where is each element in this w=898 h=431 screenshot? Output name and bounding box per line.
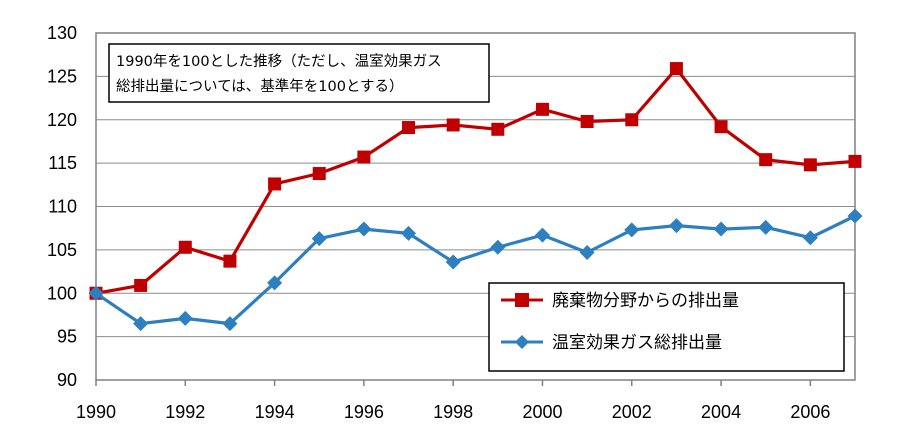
x-tick-label: 1994: [255, 402, 295, 422]
legend-frame: [488, 282, 845, 372]
data-point-ghg: [445, 254, 461, 270]
series-ghg: [88, 208, 863, 332]
data-point-waste: [446, 118, 460, 132]
series-line-waste: [95, 66, 856, 295]
annotation-frame: [108, 43, 490, 103]
data-point-ghg: [847, 208, 863, 224]
data-point-ghg: [177, 310, 193, 326]
x-tick-label: 1992: [165, 402, 205, 422]
legend-label-ghg: 温室効果ガス総排出量: [552, 333, 722, 353]
x-tick-label: 1990: [76, 402, 116, 422]
data-point-waste: [759, 153, 773, 167]
y-tick-label: 125: [47, 66, 77, 86]
legend: 廃棄物分野からの排出量 温室効果ガス総排出量: [488, 282, 845, 372]
data-point-ghg: [490, 239, 506, 255]
annotation-line-1: 1990年を100とした推移（ただし、温室効果ガス: [116, 53, 442, 70]
x-tick-label: 2000: [522, 402, 562, 422]
y-axis-tick-labels: 90 95 100 105 110 115 120 125 130: [47, 23, 77, 390]
data-point-ghg: [758, 219, 774, 235]
y-tick-label: 105: [47, 240, 77, 260]
data-series: [88, 62, 863, 332]
y-tick-label: 130: [47, 23, 77, 43]
data-point-waste: [223, 254, 237, 268]
y-tick-label: 100: [47, 283, 77, 303]
y-tick-label: 110: [48, 197, 77, 217]
data-point-ghg: [579, 244, 595, 260]
annotation-box: 1990年を100とした推移（ただし、温室効果ガス 総排出量については、基準年を…: [108, 43, 490, 103]
data-point-waste: [625, 113, 639, 127]
data-point-ghg: [133, 316, 149, 332]
x-tick-label: 2002: [612, 402, 652, 422]
data-point-ghg: [311, 231, 327, 247]
plot-frame: [95, 32, 856, 381]
data-point-waste: [580, 114, 594, 128]
y-tick-label: 120: [47, 110, 77, 130]
data-point-waste: [714, 120, 728, 134]
data-point-ghg: [356, 221, 372, 237]
x-tick-label: 1996: [344, 402, 384, 422]
legend-marker-waste: [515, 293, 529, 307]
data-point-waste: [848, 154, 862, 168]
data-point-waste: [491, 122, 505, 136]
data-point-waste: [402, 121, 416, 135]
data-point-ghg: [222, 316, 238, 332]
x-tick-label: 1998: [433, 402, 473, 422]
y-tick-label: 90: [57, 370, 77, 390]
data-point-waste: [803, 158, 817, 172]
data-point-waste: [268, 177, 282, 191]
data-point-ghg: [534, 227, 550, 243]
data-point-ghg: [802, 230, 818, 246]
data-point-ghg: [624, 222, 640, 238]
data-point-waste: [669, 62, 683, 76]
x-axis-tick-labels: 1990 1992 1994 1996 1998 2000 2002 2004 2006: [76, 380, 830, 422]
y-tick-label: 115: [48, 153, 77, 173]
data-point-waste: [312, 167, 326, 181]
data-point-waste: [535, 102, 549, 116]
x-tick-label: 2006: [790, 402, 830, 422]
data-point-ghg: [668, 218, 684, 234]
legend-marker-ghg: [515, 335, 529, 349]
x-tick-label: 2004: [701, 402, 741, 422]
y-tick-label: 95: [57, 327, 77, 347]
data-point-waste: [134, 278, 148, 292]
data-point-ghg: [713, 221, 729, 237]
gridlines: [96, 75, 855, 338]
data-point-ghg: [88, 285, 104, 301]
data-point-ghg: [401, 225, 417, 241]
annotation-line-2: 総排出量については、基準年を100とする）: [116, 78, 404, 95]
data-point-waste: [357, 150, 371, 164]
data-point-waste: [178, 240, 192, 254]
legend-label-waste: 廃棄物分野からの排出量: [552, 291, 739, 311]
data-point-ghg: [267, 275, 283, 291]
series-line-ghg: [95, 214, 856, 326]
